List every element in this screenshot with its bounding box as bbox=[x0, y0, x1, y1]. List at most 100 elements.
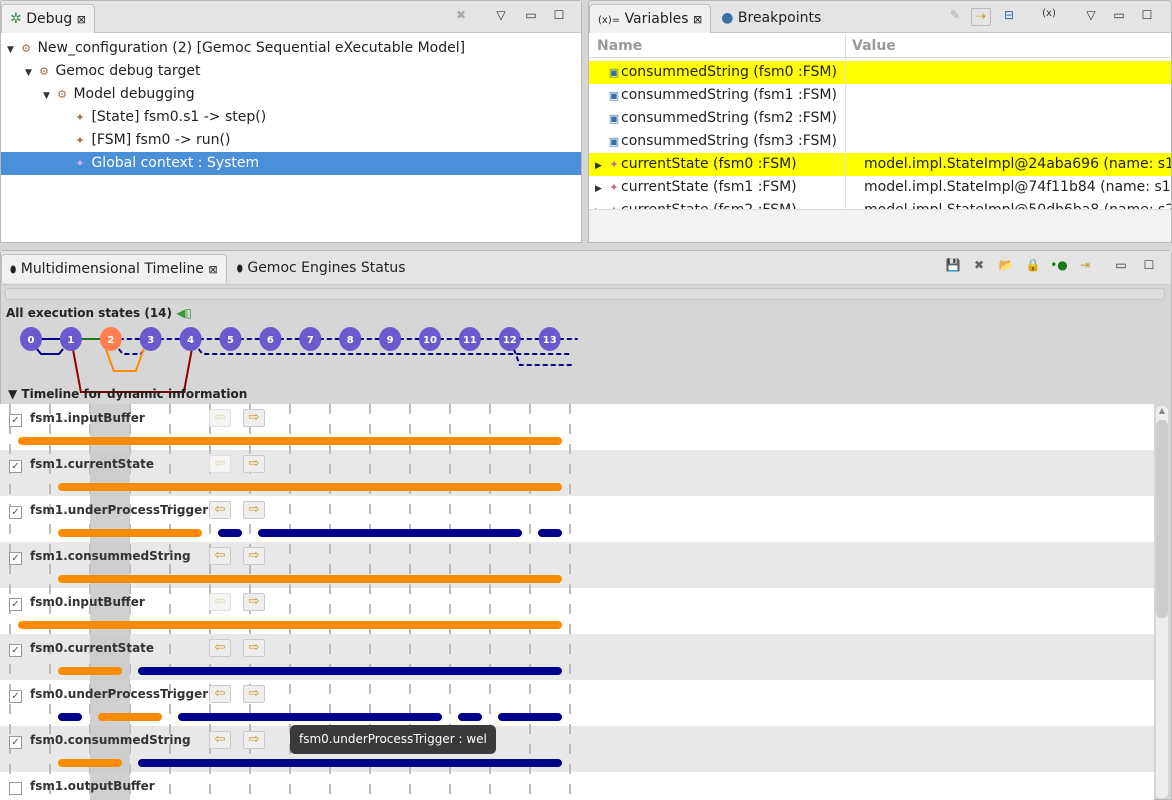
value-segment[interactable] bbox=[138, 667, 562, 675]
minimize-icon[interactable]: ▭ bbox=[525, 8, 537, 22]
save-icon[interactable]: 💾 bbox=[945, 258, 961, 272]
minimize-icon[interactable]: ▭ bbox=[1113, 8, 1125, 22]
state-node[interactable] bbox=[498, 327, 521, 351]
back-to-current-icon[interactable]: ◀▯ bbox=[176, 306, 193, 320]
close-icon[interactable]: ⊠ bbox=[208, 263, 218, 276]
column-value[interactable]: Value bbox=[852, 38, 896, 54]
show-type-names-icon[interactable]: ✎ bbox=[949, 8, 961, 22]
expand-triangle-icon[interactable]: ▼ bbox=[43, 91, 50, 101]
value-segment[interactable] bbox=[138, 759, 562, 767]
variable-row[interactable]: ▶ ✦ currentState (fsm1 :FSM) model.impl.Sta… bbox=[589, 176, 1171, 199]
value-segment[interactable] bbox=[178, 713, 442, 721]
minimize-icon[interactable]: ▭ bbox=[1115, 258, 1127, 272]
row-checkbox[interactable] bbox=[9, 782, 22, 795]
open-folder-icon[interactable]: 📂 bbox=[998, 258, 1014, 272]
next-value-button[interactable]: ⇨ bbox=[243, 639, 265, 657]
step-to-icon[interactable]: ⇥ bbox=[1079, 258, 1091, 272]
execution-state-3[interactable]: 3 bbox=[139, 327, 162, 351]
execution-state-2[interactable]: 2 bbox=[99, 327, 122, 351]
previous-value-button[interactable]: ⇦ bbox=[209, 501, 231, 519]
tab-breakpoints[interactable]: ● Breakpoints bbox=[713, 4, 829, 33]
row-checkbox[interactable]: ✓ bbox=[9, 460, 22, 473]
execution-state-12[interactable]: 12 bbox=[498, 327, 521, 351]
previous-value-button[interactable]: ⇦ bbox=[209, 639, 231, 657]
value-segment[interactable] bbox=[538, 529, 562, 537]
value-segment[interactable] bbox=[58, 759, 122, 767]
previous-value-button[interactable]: ⇦ bbox=[209, 731, 231, 749]
state-node[interactable] bbox=[299, 327, 322, 351]
value-segment[interactable] bbox=[58, 529, 202, 537]
state-node[interactable] bbox=[458, 327, 481, 351]
execution-state-11[interactable]: 11 bbox=[458, 327, 481, 351]
maximize-icon[interactable]: ☐ bbox=[553, 8, 565, 22]
tab-debug[interactable]: ✲ Debug ⊠ bbox=[1, 4, 95, 33]
value-segment[interactable] bbox=[218, 529, 242, 537]
previous-value-button[interactable]: ⇦ bbox=[209, 685, 231, 703]
execution-state-0[interactable]: 0 bbox=[20, 327, 42, 351]
value-segment[interactable] bbox=[18, 621, 562, 629]
previous-value-button[interactable]: ⇦ bbox=[209, 547, 231, 565]
select-variable-icon[interactable]: (x) bbox=[1042, 8, 1056, 19]
expand-triangle-icon[interactable]: ▶ bbox=[595, 161, 602, 171]
maximize-icon[interactable]: ☐ bbox=[1143, 258, 1155, 272]
delete-icon[interactable]: ✖ bbox=[973, 258, 985, 272]
value-segment[interactable] bbox=[98, 713, 162, 721]
state-node[interactable] bbox=[20, 327, 42, 351]
value-segment[interactable] bbox=[18, 437, 562, 445]
execution-state-6[interactable]: 6 bbox=[259, 327, 282, 351]
execution-state-10[interactable]: 10 bbox=[419, 327, 441, 351]
debug-tree-item[interactable]: ✦ [FSM] fsm0 -> run() bbox=[1, 129, 581, 152]
debug-tree-item[interactable]: ▼ ⚙ New_configuration (2) [Gemoc Sequenti… bbox=[1, 37, 581, 60]
tab-multidimensional-timeline[interactable]: ⬮ Multidimensional Timeline ⊠ bbox=[1, 254, 227, 283]
previous-value-button[interactable]: ⇦ bbox=[209, 409, 231, 427]
value-segment[interactable] bbox=[458, 713, 482, 721]
variable-row[interactable]: ▣ consummedString (fsm0 :FSM) bbox=[589, 61, 1171, 84]
next-value-button[interactable]: ⇨ bbox=[243, 547, 265, 565]
execution-state-13[interactable]: 13 bbox=[538, 327, 561, 351]
view-menu-icon[interactable]: ▽ bbox=[1086, 8, 1096, 22]
debug-tree-item[interactable]: ▼ ⚙ Gemoc debug target bbox=[1, 60, 581, 83]
execution-state-9[interactable]: 9 bbox=[379, 327, 402, 351]
next-value-button[interactable]: ⇨ bbox=[243, 455, 265, 473]
state-node[interactable] bbox=[59, 327, 82, 351]
expand-triangle-icon[interactable]: ▶ bbox=[595, 184, 602, 194]
show-logical-structure-icon[interactable]: ⇢ bbox=[971, 8, 991, 26]
vertical-scrollbar[interactable]: ▲ bbox=[1156, 406, 1168, 798]
execution-state-5[interactable]: 5 bbox=[219, 327, 242, 351]
next-value-button[interactable]: ⇨ bbox=[243, 685, 265, 703]
section-title[interactable]: ▼ Timeline for dynamic information bbox=[8, 387, 248, 401]
previous-value-button[interactable]: ⇦ bbox=[209, 455, 231, 473]
state-node[interactable] bbox=[99, 327, 122, 351]
value-segment[interactable] bbox=[58, 483, 562, 491]
next-value-button[interactable]: ⇨ bbox=[243, 593, 265, 611]
row-checkbox[interactable]: ✓ bbox=[9, 644, 22, 657]
scrollbar-thumb[interactable] bbox=[1156, 420, 1168, 618]
column-divider[interactable] bbox=[845, 34, 846, 58]
tab-variables[interactable]: (x)= Variables ⊠ bbox=[589, 4, 712, 33]
state-node[interactable] bbox=[219, 327, 242, 351]
next-value-button[interactable]: ⇨ bbox=[243, 501, 265, 519]
value-segment[interactable] bbox=[58, 575, 562, 583]
state-node[interactable] bbox=[419, 327, 441, 351]
next-value-button[interactable]: ⇨ bbox=[243, 731, 265, 749]
value-segment[interactable] bbox=[498, 713, 562, 721]
expand-triangle-icon[interactable]: ▼ bbox=[7, 45, 14, 55]
row-checkbox[interactable]: ✓ bbox=[9, 690, 22, 703]
value-segment[interactable] bbox=[58, 713, 82, 721]
column-name[interactable]: Name bbox=[597, 38, 643, 54]
variable-row[interactable]: ▣ consummedString (fsm1 :FSM) bbox=[589, 84, 1171, 107]
execution-state-7[interactable]: 7 bbox=[299, 327, 322, 351]
value-segment[interactable] bbox=[258, 529, 522, 537]
variable-row[interactable]: ▶ ✦ currentState (fsm0 :FSM) model.impl.Sta… bbox=[589, 153, 1171, 176]
variable-row[interactable]: ▣ consummedString (fsm2 :FSM) bbox=[589, 107, 1171, 130]
debug-tree-item[interactable]: ✦ Global context : System bbox=[1, 152, 581, 175]
tab-gemoc-engines-status[interactable]: ⬮ Gemoc Engines Status bbox=[229, 254, 414, 283]
collapse-all-icon[interactable]: ⊟ bbox=[1003, 8, 1015, 22]
row-checkbox[interactable]: ✓ bbox=[9, 552, 22, 565]
remove-terminated-icon[interactable]: ✖ bbox=[455, 8, 467, 22]
value-segment[interactable] bbox=[58, 667, 122, 675]
execution-state-1[interactable]: 1 bbox=[59, 327, 82, 351]
state-node[interactable] bbox=[339, 327, 362, 351]
next-value-button[interactable]: ⇨ bbox=[243, 409, 265, 427]
debug-tree-item[interactable]: ▼ ⚙ Model debugging bbox=[1, 83, 581, 106]
